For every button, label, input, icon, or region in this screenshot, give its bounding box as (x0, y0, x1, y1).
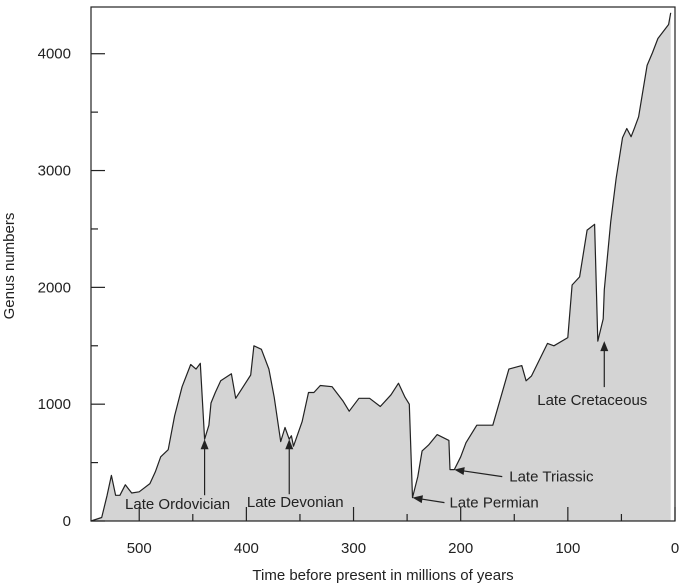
annotation-label: Late Ordovician (125, 496, 230, 513)
y-axis-label: Genus numbers (1, 213, 18, 320)
annotation-label: Late Devonian (247, 494, 344, 511)
annotation-arrow-line (460, 469, 503, 478)
annotation-arrowhead (454, 467, 465, 476)
plot-frame (90, 6, 676, 522)
plot-area (90, 12, 672, 522)
annotation-arrowhead (285, 439, 294, 450)
annotation-arrows (200, 341, 609, 504)
annotation-label: Late Triassic (509, 469, 594, 486)
annotation-arrowhead (412, 495, 423, 504)
y-tick-label: 4000 (38, 46, 71, 63)
y-tick-label: 1000 (38, 396, 71, 413)
annotation-label: Late Cretaceous (537, 392, 647, 409)
x-tick-label: 100 (555, 540, 580, 557)
x-tick-label: 200 (448, 540, 473, 557)
x-tick-label: 0 (671, 540, 679, 557)
y-tick-label: 0 (63, 513, 71, 530)
annotation-arrow-line (418, 497, 445, 504)
x-axis-label: Time before present in millions of years (252, 567, 513, 584)
annotation-arrowhead (200, 439, 209, 450)
annotation-labels: Late Ordovician Late Devonian Late Permian… (125, 392, 647, 513)
annotation-label: Late Permian (449, 495, 538, 512)
x-tick-label: 500 (127, 540, 152, 557)
annotation-arrowhead (600, 341, 609, 352)
y-tick-label: 2000 (38, 279, 71, 296)
genus-area-outline (90, 12, 672, 522)
axes (90, 6, 676, 522)
x-tick-label: 400 (234, 540, 259, 557)
x-tick-label: 300 (341, 540, 366, 557)
genus-area-fill (91, 12, 671, 522)
y-tick-label: 3000 (38, 163, 71, 180)
